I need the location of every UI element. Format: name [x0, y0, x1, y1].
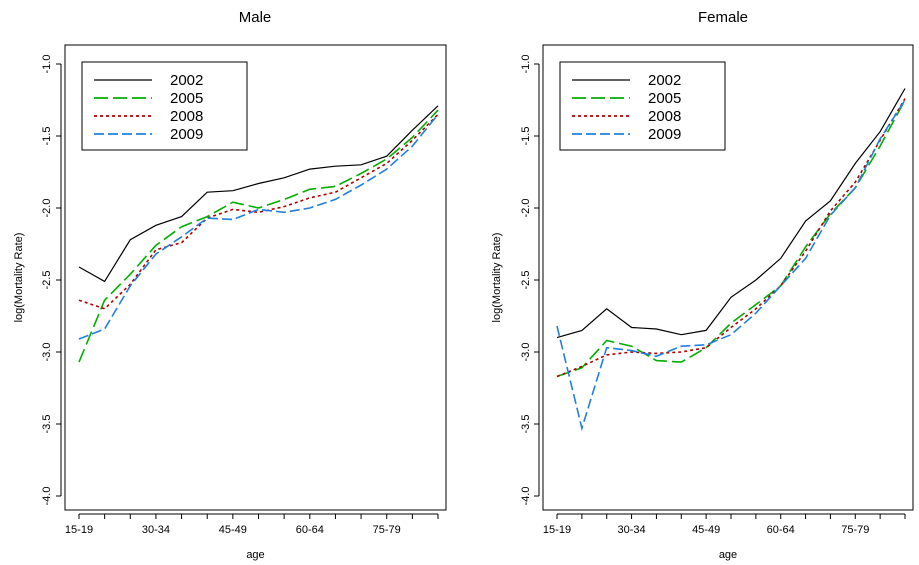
x-tick-label: 30-34 — [618, 524, 646, 536]
series-line-2002 — [78, 105, 439, 283]
y-tick-label: -1.0 — [41, 55, 53, 74]
chart-title: Female — [698, 9, 748, 26]
chart-title: Male — [239, 9, 272, 26]
y-tick-label: -2.5 — [41, 271, 53, 290]
y-axis-label: log(Mortality Rate) — [13, 233, 25, 323]
legend-label: 2008 — [170, 108, 203, 125]
legend-box — [81, 61, 248, 151]
y-tick-label: -1.5 — [41, 127, 53, 146]
y-tick-label: -3.0 — [41, 343, 53, 362]
y-tick-label: -2.0 — [41, 199, 53, 218]
legend-label: 2005 — [170, 90, 203, 107]
x-tick-label: 60-64 — [296, 524, 324, 536]
x-tick-label: 45-49 — [692, 524, 720, 536]
y-tick-label: -2.0 — [520, 199, 532, 218]
y-axis-label: log(Mortality Rate) — [491, 233, 503, 323]
female-panel: Female 15-19 30-34 45-49 60-64 75-79 age -4.0 -3… — [491, 9, 914, 561]
series-line-2002 — [556, 88, 906, 339]
series-line-2008 — [556, 98, 906, 378]
legend-label: 2008 — [648, 108, 681, 125]
y-tick-label: -4.0 — [41, 487, 53, 506]
x-tick-label: 75-79 — [373, 524, 401, 536]
x-tick-label: 30-34 — [142, 524, 170, 536]
series-line-2008 — [78, 113, 439, 310]
y-tick-label: -3.5 — [41, 415, 53, 434]
plot-frame — [542, 44, 914, 511]
legend-label: 2005 — [648, 90, 681, 107]
x-tick-label: 15-19 — [65, 524, 93, 536]
y-tick-label: -4.0 — [520, 487, 532, 506]
x-axis-label: age — [719, 549, 737, 561]
x-tick-label: 15-19 — [543, 524, 571, 536]
male-panel: Male 15-19 30-34 45-49 60-64 75-79 age -4.0 -3.5… — [13, 9, 447, 561]
y-tick-label: -3.5 — [520, 415, 532, 434]
legend-label: 2009 — [648, 126, 681, 143]
legend-label: 2002 — [648, 72, 681, 89]
plot-frame — [64, 44, 447, 511]
legend-label: 2002 — [170, 72, 203, 89]
y-tick-label: -3.0 — [520, 343, 532, 362]
y-tick-label: -1.5 — [520, 127, 532, 146]
x-tick-label: 60-64 — [767, 524, 795, 536]
series-line-2005 — [78, 109, 439, 363]
series-line-2009 — [556, 99, 906, 432]
x-tick-label: 75-79 — [841, 524, 869, 536]
legend-label: 2009 — [170, 126, 203, 143]
x-axis-label: age — [246, 549, 264, 561]
x-tick-label: 45-49 — [219, 524, 247, 536]
legend-box — [559, 61, 726, 151]
series-line-2009 — [78, 113, 439, 340]
y-tick-label: -2.5 — [520, 271, 532, 290]
y-tick-label: -1.0 — [520, 55, 532, 74]
